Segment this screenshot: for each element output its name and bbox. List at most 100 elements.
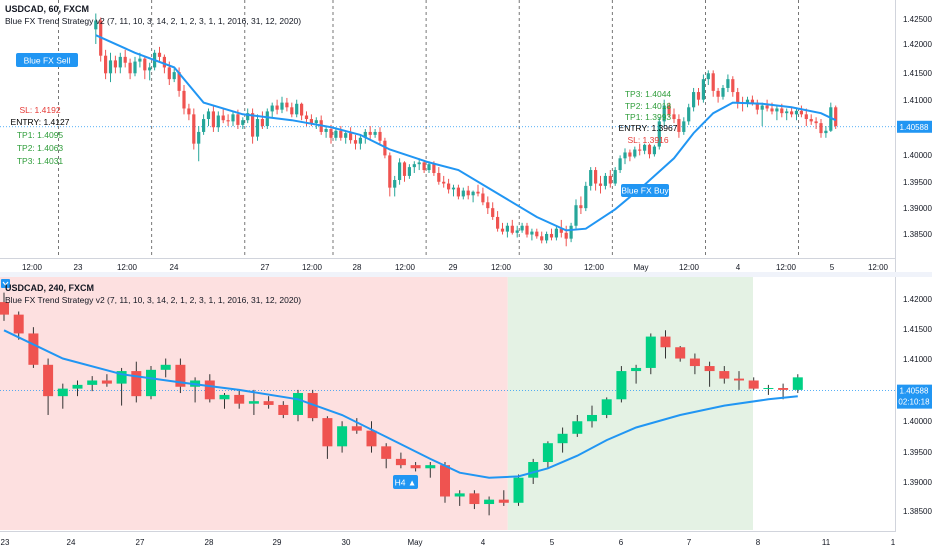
h1-time-tick: 23 bbox=[74, 263, 83, 272]
h1-candle bbox=[692, 87, 696, 112]
h1-candle bbox=[447, 178, 451, 194]
h1-candle bbox=[172, 68, 176, 83]
h1-candle bbox=[652, 144, 656, 157]
h4-candle bbox=[748, 377, 759, 390]
h1-candle bbox=[108, 52, 113, 83]
h4-candle bbox=[13, 311, 24, 340]
h1-time-tick: 12:00 bbox=[491, 263, 512, 272]
h4-candle bbox=[719, 366, 730, 384]
h1-candle bbox=[726, 74, 730, 93]
h1-candle bbox=[221, 108, 225, 124]
h1-candle bbox=[251, 108, 255, 144]
h1-candle bbox=[525, 222, 529, 238]
h1-candle bbox=[677, 114, 681, 138]
h1-candle bbox=[505, 222, 509, 238]
h1-candle bbox=[442, 175, 446, 188]
h1-candle bbox=[491, 202, 495, 220]
h1-candle bbox=[300, 102, 304, 121]
h1-candle bbox=[148, 62, 152, 81]
h1-price-axis[interactable]: 1.425001.420001.415001.410001.405001.400… bbox=[895, 0, 932, 275]
buy-tp1-label: TP1: 1.3993 bbox=[625, 112, 672, 122]
h1-candle bbox=[373, 129, 377, 138]
h4-time-tick-labels: 23 24 27 28 29 30 May 4 5 6 7 8 11 1 bbox=[1, 538, 896, 547]
h4-symbol-title: USDCAD, 240, FXCM bbox=[5, 283, 94, 293]
h4-collapse-icon[interactable] bbox=[1, 279, 10, 288]
h1-candle bbox=[589, 167, 593, 191]
h4-candle bbox=[675, 345, 686, 362]
h4-candle bbox=[645, 333, 656, 375]
h4-panel: H4 ▲ USDCAD, 240, FXCM Blue FX Trend Str… bbox=[0, 277, 932, 547]
h1-candle bbox=[814, 117, 818, 129]
h1-candle bbox=[211, 105, 215, 132]
h1-candle bbox=[545, 231, 549, 244]
h4-candle bbox=[631, 364, 642, 384]
h1-candle bbox=[471, 190, 475, 203]
sell-sl-label: SL: 1.4192 bbox=[19, 105, 60, 115]
h4-buy-zone-background bbox=[507, 277, 753, 530]
h4-candle bbox=[43, 358, 54, 415]
h4-candle bbox=[72, 380, 83, 397]
h1-time-axis[interactable]: 12:00 23 12:00 24 27 12:00 28 12:00 29 12:00 30 12:… bbox=[0, 258, 895, 273]
sell-signal-callout[interactable]: Blue FX Sell bbox=[16, 53, 78, 67]
h1-candle bbox=[202, 114, 206, 135]
h4-price-tick: 1.41500 bbox=[903, 325, 932, 334]
h1-time-tick: 30 bbox=[544, 263, 553, 272]
h4-candle bbox=[542, 441, 553, 469]
h1-candle bbox=[128, 58, 132, 80]
h1-candle bbox=[270, 102, 274, 118]
buy-signal-callout[interactable]: Blue FX Buy bbox=[621, 184, 669, 197]
h4-candle bbox=[734, 371, 744, 390]
h4-time-tick: 23 bbox=[1, 538, 10, 547]
h4-candle bbox=[234, 389, 245, 409]
h1-time-tick: 28 bbox=[353, 263, 362, 272]
h1-candle bbox=[535, 228, 539, 239]
h4-candle bbox=[101, 374, 112, 387]
h4-candle bbox=[513, 474, 524, 506]
buy-tp2-label: TP2: 1.4018 bbox=[625, 101, 672, 111]
h1-candle bbox=[716, 87, 720, 103]
h4-candle bbox=[616, 366, 627, 403]
h1-candle bbox=[353, 134, 358, 150]
h4-candle bbox=[160, 358, 171, 378]
buy-sl-label: SL: 1.3916 bbox=[627, 135, 668, 145]
h1-candle bbox=[540, 231, 544, 244]
h1-time-tick: 12:00 bbox=[679, 263, 700, 272]
h1-candle bbox=[157, 46, 162, 62]
h1-candle bbox=[804, 108, 808, 127]
h1-candle bbox=[94, 13, 98, 44]
buy-tp3-label: TP3: 1.4044 bbox=[625, 89, 672, 99]
h1-candle bbox=[280, 96, 284, 114]
h1-candle bbox=[241, 117, 245, 129]
h1-candle bbox=[398, 158, 402, 185]
h4-signal-callout[interactable]: H4 ▲ bbox=[393, 475, 418, 489]
h1-candle bbox=[260, 111, 264, 129]
h4-candle bbox=[351, 418, 362, 434]
h1-candle bbox=[584, 181, 588, 212]
h1-candle bbox=[451, 184, 456, 197]
h1-candle bbox=[344, 130, 348, 144]
sell-tp3-label: TP3: 1.4031 bbox=[17, 156, 64, 166]
h1-candle bbox=[339, 126, 343, 141]
h1-candles bbox=[94, 13, 838, 247]
h4-candle bbox=[219, 393, 230, 409]
h1-price-tick: 1.42500 bbox=[903, 15, 932, 24]
h1-candle bbox=[657, 117, 661, 150]
h1-moving-average-line bbox=[95, 34, 837, 232]
h4-candle bbox=[87, 376, 98, 392]
sell-tp2-label: TP2: 1.4063 bbox=[17, 143, 64, 153]
h4-price-tick: 1.40000 bbox=[903, 417, 932, 426]
h4-price-axis[interactable]: 1.420001.415001.410001.405001.400001.395… bbox=[895, 277, 932, 532]
h1-candle bbox=[736, 87, 740, 109]
h4-candle bbox=[263, 396, 274, 409]
h1-time-tick: 12:00 bbox=[117, 263, 138, 272]
h1-candle bbox=[104, 49, 108, 80]
panel-separator[interactable] bbox=[0, 272, 932, 277]
h4-time-axis[interactable]: 23 24 27 28 29 30 May 4 5 6 7 8 11 1 bbox=[0, 531, 896, 548]
h4-candle bbox=[763, 384, 774, 395]
h1-candle bbox=[706, 70, 710, 86]
h1-candle bbox=[603, 172, 607, 190]
h1-candle bbox=[564, 225, 568, 247]
h4-time-tick: 11 bbox=[822, 538, 831, 547]
h1-price-badge: 1.40588 bbox=[897, 120, 932, 133]
